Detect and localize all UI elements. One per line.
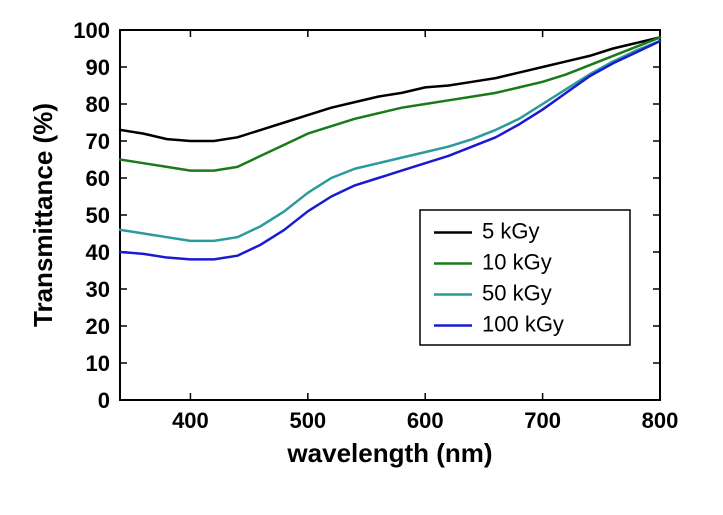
svg-text:100: 100 [73,18,110,43]
svg-text:600: 600 [407,408,444,433]
svg-text:50 kGy: 50 kGy [482,281,552,306]
svg-text:70: 70 [86,129,110,154]
svg-text:800: 800 [642,408,679,433]
svg-text:700: 700 [524,408,561,433]
svg-text:100 kGy: 100 kGy [482,312,564,337]
svg-text:50: 50 [86,203,110,228]
svg-text:Transmittance (%): Transmittance (%) [28,103,58,327]
svg-text:60: 60 [86,166,110,191]
svg-text:10 kGy: 10 kGy [482,250,552,275]
transmittance-chart: 400 500 600 700 800 0 10 20 30 40 50 60 70 80 90 100 wav… [0,0,723,515]
svg-text:80: 80 [86,92,110,117]
chart-svg: 400 500 600 700 800 0 10 20 30 40 50 60 70 80 90 100 wav… [0,0,723,515]
svg-text:30: 30 [86,277,110,302]
svg-text:0: 0 [98,388,110,413]
svg-text:500: 500 [289,408,326,433]
svg-text:90: 90 [86,55,110,80]
svg-text:wavelength (nm): wavelength (nm) [286,438,492,468]
svg-text:400: 400 [172,408,209,433]
svg-text:40: 40 [86,240,110,265]
svg-text:5 kGy: 5 kGy [482,219,539,244]
svg-text:20: 20 [86,314,110,339]
svg-text:10: 10 [86,351,110,376]
